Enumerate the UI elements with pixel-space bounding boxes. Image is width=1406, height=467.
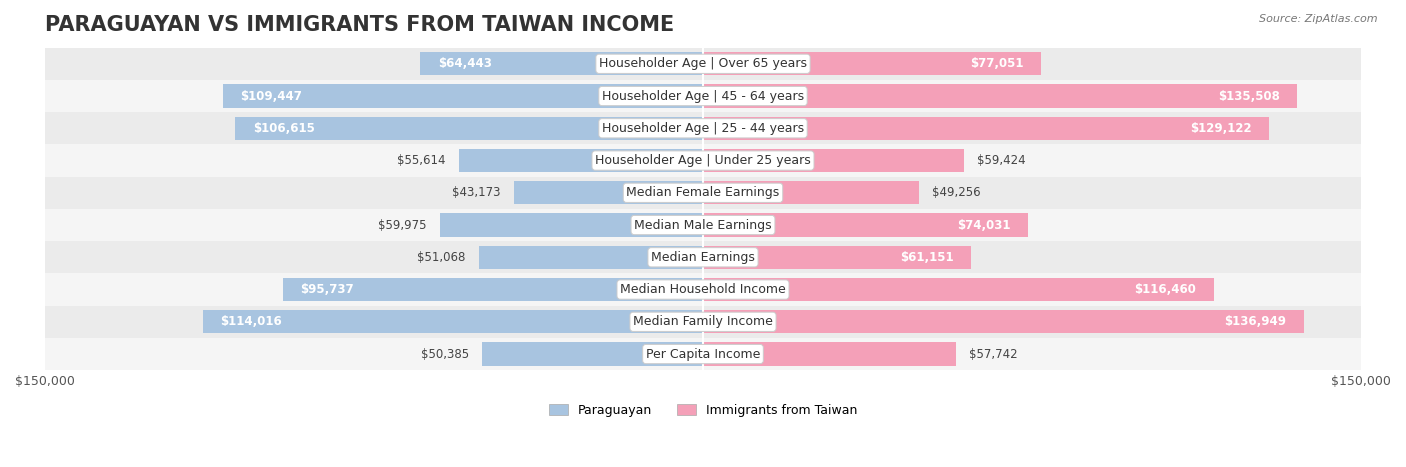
Text: $129,122: $129,122 xyxy=(1191,122,1251,135)
Text: $74,031: $74,031 xyxy=(956,219,1011,232)
Text: $95,737: $95,737 xyxy=(301,283,354,296)
FancyBboxPatch shape xyxy=(45,112,1361,144)
Bar xyxy=(703,181,920,205)
Bar xyxy=(420,52,703,75)
Bar xyxy=(703,117,1270,140)
Bar xyxy=(283,278,703,301)
Text: $50,385: $50,385 xyxy=(420,347,468,361)
Text: Householder Age | Under 25 years: Householder Age | Under 25 years xyxy=(595,154,811,167)
Text: $77,051: $77,051 xyxy=(970,57,1024,71)
Text: $59,424: $59,424 xyxy=(977,154,1025,167)
Text: Median Family Income: Median Family Income xyxy=(633,315,773,328)
FancyBboxPatch shape xyxy=(45,241,1361,273)
Bar xyxy=(703,213,1028,237)
Text: $43,173: $43,173 xyxy=(451,186,501,199)
Text: $135,508: $135,508 xyxy=(1218,90,1279,103)
Text: $114,016: $114,016 xyxy=(221,315,283,328)
Bar xyxy=(703,149,963,172)
Text: $109,447: $109,447 xyxy=(240,90,302,103)
Text: Householder Age | 45 - 64 years: Householder Age | 45 - 64 years xyxy=(602,90,804,103)
Text: Per Capita Income: Per Capita Income xyxy=(645,347,761,361)
Text: $55,614: $55,614 xyxy=(398,154,446,167)
Bar xyxy=(479,246,703,269)
FancyBboxPatch shape xyxy=(45,338,1361,370)
FancyBboxPatch shape xyxy=(45,177,1361,209)
Text: $59,975: $59,975 xyxy=(378,219,427,232)
Bar xyxy=(458,149,703,172)
Bar xyxy=(222,85,703,108)
Text: $136,949: $136,949 xyxy=(1225,315,1286,328)
Bar xyxy=(202,310,703,333)
FancyBboxPatch shape xyxy=(45,209,1361,241)
Text: Median Earnings: Median Earnings xyxy=(651,251,755,264)
Text: Householder Age | Over 65 years: Householder Age | Over 65 years xyxy=(599,57,807,71)
Bar xyxy=(235,117,703,140)
Text: PARAGUAYAN VS IMMIGRANTS FROM TAIWAN INCOME: PARAGUAYAN VS IMMIGRANTS FROM TAIWAN INC… xyxy=(45,15,675,35)
Text: $116,460: $116,460 xyxy=(1135,283,1197,296)
Text: $64,443: $64,443 xyxy=(437,57,492,71)
Bar xyxy=(703,278,1213,301)
Text: $49,256: $49,256 xyxy=(932,186,981,199)
FancyBboxPatch shape xyxy=(45,273,1361,306)
Text: Median Household Income: Median Household Income xyxy=(620,283,786,296)
FancyBboxPatch shape xyxy=(45,144,1361,177)
Bar xyxy=(703,52,1040,75)
Bar xyxy=(703,310,1303,333)
FancyBboxPatch shape xyxy=(45,48,1361,80)
Text: $51,068: $51,068 xyxy=(418,251,465,264)
Text: $57,742: $57,742 xyxy=(970,347,1018,361)
Text: $61,151: $61,151 xyxy=(900,251,953,264)
FancyBboxPatch shape xyxy=(45,306,1361,338)
Text: Source: ZipAtlas.com: Source: ZipAtlas.com xyxy=(1260,14,1378,24)
Legend: Paraguayan, Immigrants from Taiwan: Paraguayan, Immigrants from Taiwan xyxy=(544,399,862,422)
Text: Median Female Earnings: Median Female Earnings xyxy=(627,186,779,199)
Bar xyxy=(703,246,972,269)
Bar xyxy=(703,342,956,366)
Bar xyxy=(703,85,1298,108)
Text: Householder Age | 25 - 44 years: Householder Age | 25 - 44 years xyxy=(602,122,804,135)
Text: Median Male Earnings: Median Male Earnings xyxy=(634,219,772,232)
Bar xyxy=(482,342,703,366)
Bar xyxy=(513,181,703,205)
Bar xyxy=(440,213,703,237)
Text: $106,615: $106,615 xyxy=(253,122,315,135)
FancyBboxPatch shape xyxy=(45,80,1361,112)
